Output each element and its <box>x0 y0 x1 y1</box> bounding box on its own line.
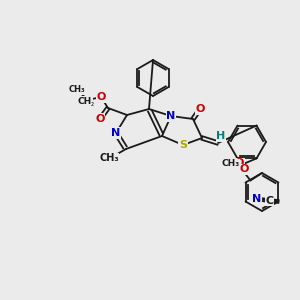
Text: N: N <box>111 128 121 138</box>
Text: O: O <box>195 104 205 114</box>
Text: CH: CH <box>78 97 92 106</box>
Text: H: H <box>216 131 226 141</box>
Text: CH₃: CH₃ <box>69 85 85 94</box>
Text: ₂: ₂ <box>90 98 94 107</box>
Text: CH₃: CH₃ <box>221 159 240 168</box>
Text: O: O <box>235 158 244 169</box>
Text: O: O <box>240 164 249 175</box>
Text: N: N <box>167 111 176 121</box>
Text: O: O <box>95 114 105 124</box>
Text: C: C <box>266 196 274 206</box>
Text: CH₃: CH₃ <box>99 153 119 163</box>
Text: S: S <box>179 140 187 150</box>
Text: O: O <box>96 92 106 102</box>
Text: N: N <box>252 194 261 203</box>
